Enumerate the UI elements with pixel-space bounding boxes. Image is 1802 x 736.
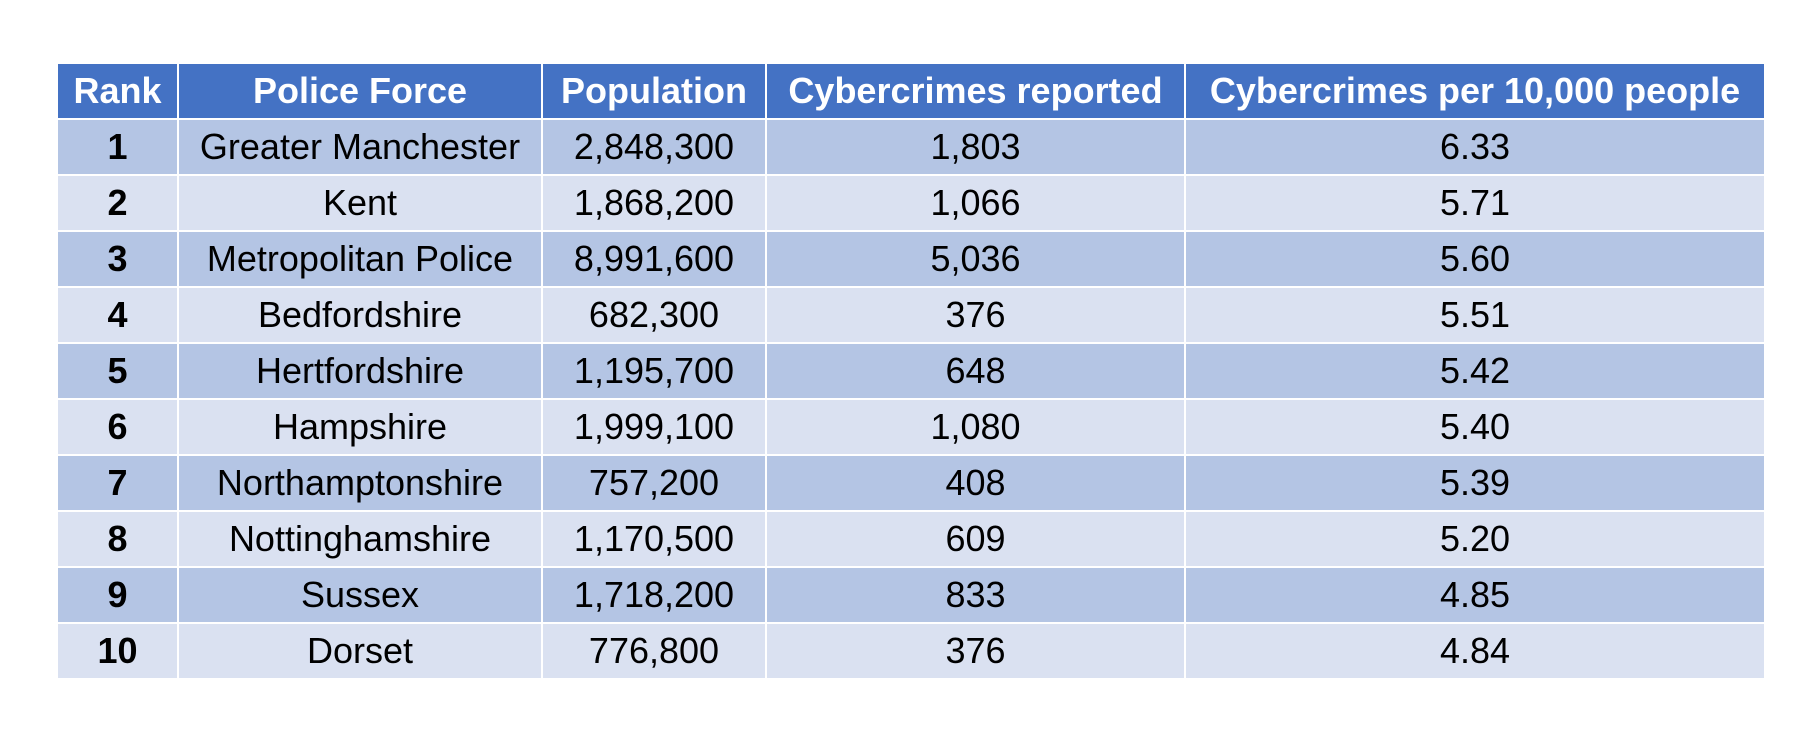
cell-population: 1,170,500 xyxy=(541,510,767,568)
cell-population: 776,800 xyxy=(541,622,767,680)
cell-rank: 3 xyxy=(56,230,179,288)
table-row: 8 Nottinghamshire 1,170,500 609 5.20 xyxy=(56,510,1766,568)
cell-rank: 9 xyxy=(56,566,179,624)
table-row: 2 Kent 1,868,200 1,066 5.71 xyxy=(56,174,1766,232)
cell-police-force: Hampshire xyxy=(177,398,543,456)
table-row: 6 Hampshire 1,999,100 1,080 5.40 xyxy=(56,398,1766,456)
cell-cybercrimes-per-10000: 5.40 xyxy=(1184,398,1766,456)
cell-cybercrimes-reported: 1,080 xyxy=(765,398,1186,456)
cell-cybercrimes-reported: 376 xyxy=(765,286,1186,344)
cell-cybercrimes-per-10000: 4.85 xyxy=(1184,566,1766,624)
table-row: 3 Metropolitan Police 8,991,600 5,036 5.60 xyxy=(56,230,1766,288)
cell-cybercrimes-per-10000: 5.20 xyxy=(1184,510,1766,568)
cell-cybercrimes-reported: 376 xyxy=(765,622,1186,680)
cell-rank: 5 xyxy=(56,342,179,400)
cell-cybercrimes-reported: 833 xyxy=(765,566,1186,624)
cybercrime-table: Rank Police Force Population Cybercrimes… xyxy=(56,62,1766,680)
cell-cybercrimes-reported: 408 xyxy=(765,454,1186,512)
cell-cybercrimes-reported: 609 xyxy=(765,510,1186,568)
cell-police-force: Hertfordshire xyxy=(177,342,543,400)
cell-rank: 7 xyxy=(56,454,179,512)
cell-cybercrimes-per-10000: 5.51 xyxy=(1184,286,1766,344)
cell-population: 757,200 xyxy=(541,454,767,512)
cell-rank: 10 xyxy=(56,622,179,680)
cell-police-force: Kent xyxy=(177,174,543,232)
cell-population: 1,868,200 xyxy=(541,174,767,232)
header-cybercrimes-per-10000: Cybercrimes per 10,000 people xyxy=(1184,62,1766,120)
cell-rank: 8 xyxy=(56,510,179,568)
cell-population: 1,195,700 xyxy=(541,342,767,400)
cell-population: 8,991,600 xyxy=(541,230,767,288)
cell-cybercrimes-reported: 1,066 xyxy=(765,174,1186,232)
table-body: 1 Greater Manchester 2,848,300 1,803 6.33 2 Ke… xyxy=(56,118,1766,680)
cell-population: 2,848,300 xyxy=(541,118,767,176)
cell-police-force: Greater Manchester xyxy=(177,118,543,176)
cell-rank: 4 xyxy=(56,286,179,344)
table-container: Rank Police Force Population Cybercrimes… xyxy=(56,62,1766,680)
header-police-force: Police Force xyxy=(177,62,543,120)
header-cybercrimes-reported: Cybercrimes reported xyxy=(765,62,1186,120)
table-row: 4 Bedfordshire 682,300 376 5.51 xyxy=(56,286,1766,344)
cell-cybercrimes-per-10000: 6.33 xyxy=(1184,118,1766,176)
table-row: 7 Northamptonshire 757,200 408 5.39 xyxy=(56,454,1766,512)
cell-cybercrimes-per-10000: 5.71 xyxy=(1184,174,1766,232)
header-row: Rank Police Force Population Cybercrimes… xyxy=(56,62,1766,120)
cell-rank: 6 xyxy=(56,398,179,456)
table-row: 10 Dorset 776,800 376 4.84 xyxy=(56,622,1766,680)
table-header: Rank Police Force Population Cybercrimes… xyxy=(56,62,1766,120)
cell-rank: 1 xyxy=(56,118,179,176)
cell-police-force: Metropolitan Police xyxy=(177,230,543,288)
cell-police-force: Sussex xyxy=(177,566,543,624)
cell-population: 682,300 xyxy=(541,286,767,344)
table-row: 9 Sussex 1,718,200 833 4.85 xyxy=(56,566,1766,624)
header-rank: Rank xyxy=(56,62,179,120)
cell-cybercrimes-per-10000: 4.84 xyxy=(1184,622,1766,680)
cell-population: 1,718,200 xyxy=(541,566,767,624)
cell-cybercrimes-per-10000: 5.39 xyxy=(1184,454,1766,512)
cell-cybercrimes-reported: 5,036 xyxy=(765,230,1186,288)
header-population: Population xyxy=(541,62,767,120)
cell-cybercrimes-per-10000: 5.42 xyxy=(1184,342,1766,400)
cell-population: 1,999,100 xyxy=(541,398,767,456)
cell-police-force: Bedfordshire xyxy=(177,286,543,344)
table-row: 1 Greater Manchester 2,848,300 1,803 6.33 xyxy=(56,118,1766,176)
cell-police-force: Northamptonshire xyxy=(177,454,543,512)
cell-cybercrimes-reported: 648 xyxy=(765,342,1186,400)
cell-cybercrimes-reported: 1,803 xyxy=(765,118,1186,176)
cell-cybercrimes-per-10000: 5.60 xyxy=(1184,230,1766,288)
cell-police-force: Dorset xyxy=(177,622,543,680)
cell-rank: 2 xyxy=(56,174,179,232)
table-row: 5 Hertfordshire 1,195,700 648 5.42 xyxy=(56,342,1766,400)
cell-police-force: Nottinghamshire xyxy=(177,510,543,568)
